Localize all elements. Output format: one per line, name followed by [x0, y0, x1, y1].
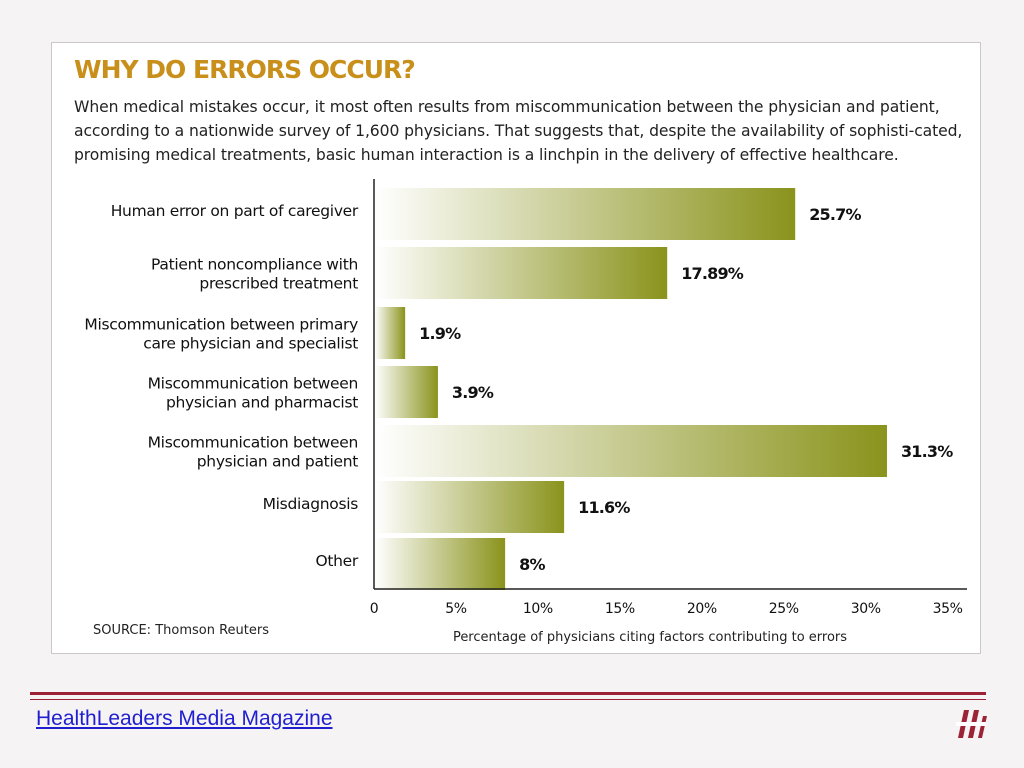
bar-6	[375, 538, 506, 590]
healthleaders-logo-icon	[956, 710, 987, 738]
value-label-0: 25.7%	[809, 205, 861, 224]
footer-divider-thin	[30, 699, 986, 700]
chart-description: When medical mistakes occur, it most oft…	[74, 98, 963, 164]
value-label-1: 17.89%	[681, 264, 744, 283]
healthleaders-link[interactable]: HealthLeaders Media Magazine	[36, 707, 333, 730]
x-axis-label: Percentage of physicians citing factors …	[453, 630, 847, 645]
category-label-2-1: care physician and specialist	[143, 335, 358, 353]
category-label-2-0: Miscommunication between primary	[84, 316, 358, 334]
bar-1	[375, 247, 668, 299]
source-note: SOURCE: Thomson Reuters	[93, 623, 269, 638]
bar-0	[375, 188, 796, 240]
category-label-4-1: physician and patient	[197, 453, 358, 471]
category-label-1-0: Patient noncompliance with	[151, 256, 358, 274]
bar-chart: Human error on part of caregiver Patient …	[84, 179, 967, 645]
x-tick-label-0: 0	[370, 601, 379, 617]
footer-divider-thick	[30, 692, 986, 695]
x-tick-label-6: 30%	[851, 601, 881, 617]
value-label-5: 11.6%	[578, 498, 630, 517]
x-tick-label-1: 5%	[445, 601, 467, 617]
category-label-5-0: Misdiagnosis	[263, 495, 359, 513]
value-label-3: 3.9%	[452, 383, 494, 402]
bar-3	[375, 366, 438, 418]
category-label-0-0: Human error on part of caregiver	[111, 202, 359, 220]
category-label-4-0: Miscommunication between	[148, 434, 358, 452]
x-tick-label-2: 10%	[523, 601, 553, 617]
category-label-1-1: prescribed treatment	[199, 275, 358, 293]
value-label-2: 1.9%	[419, 324, 461, 343]
x-tick-label-3: 15%	[605, 601, 635, 617]
category-label-3-0: Miscommunication between	[148, 375, 358, 393]
category-label-3-1: physician and pharmacist	[166, 394, 358, 412]
x-tick-label-4: 20%	[687, 601, 717, 617]
category-label-6-0: Other	[315, 552, 358, 570]
value-label-6: 8%	[519, 555, 545, 574]
chart-title: WHY DO ERRORS OCCUR?	[74, 55, 416, 84]
bar-2	[375, 307, 406, 359]
bar-4	[375, 425, 887, 477]
bar-5	[375, 481, 565, 533]
x-tick-label-7: 35%	[933, 601, 963, 617]
chart-card: WHY DO ERRORS OCCUR? When medical mistak…	[51, 42, 981, 654]
value-label-4: 31.3%	[901, 442, 953, 461]
x-tick-label-5: 25%	[769, 601, 799, 617]
